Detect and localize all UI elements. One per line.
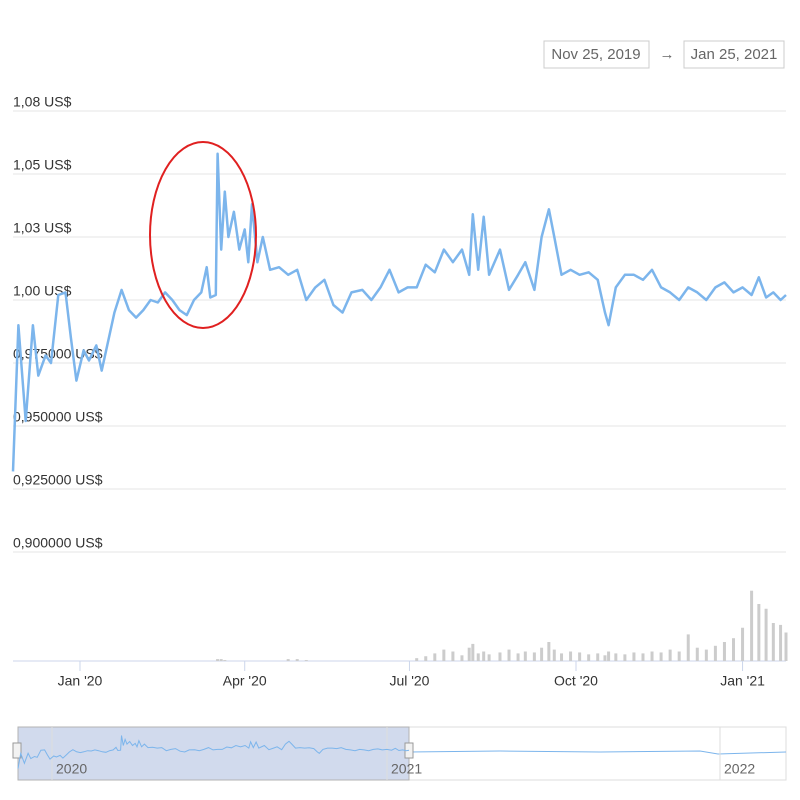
volume-bar [286,659,290,661]
y-tick-label: 1,08 US$ [13,94,72,110]
volume-bar [471,643,475,661]
volume-bar [295,659,299,661]
volume-bar [757,604,761,661]
volume-bar [596,653,600,661]
x-tick-label: Apr '20 [223,673,267,689]
x-tick-label: Jul '20 [389,673,429,689]
volume-bar [784,632,788,661]
volume-bar [578,652,582,661]
volume-bar [433,653,437,661]
volume-bar [764,608,768,661]
range-from-box[interactable] [543,40,650,69]
volume-bar [603,655,607,661]
x-tick-label: Oct '20 [554,673,598,689]
x-tick-label: Jan '21 [720,673,765,689]
volume-bar [547,642,551,661]
volume-bar [569,651,573,661]
volume-bar [771,623,775,661]
volume-bar [732,638,736,661]
volume-bar [415,658,419,661]
volume-bar [713,645,717,661]
volume-bar [516,653,520,661]
volume-bar [779,624,783,661]
volume-bar [695,647,699,661]
volume-bar [659,652,663,661]
volume-bar [750,590,754,661]
navigator-selection[interactable] [17,726,410,781]
y-tick-label: 1,03 US$ [13,220,72,236]
volume-bar [482,651,486,661]
volume-bar [223,660,227,661]
volume-bar [560,653,564,661]
navigator-line [17,735,410,769]
range-to-box[interactable] [683,40,785,69]
volume-bar [487,654,491,661]
y-tick-label: 0,950000 US$ [13,409,103,425]
y-tick-label: 0,925000 US$ [13,472,103,488]
volume-bar [467,647,471,661]
volume-bar [641,653,645,661]
navigator-line-extension [408,750,787,755]
volume-bar [686,634,690,661]
y-tick-label: 0,900000 US$ [13,535,103,551]
volume-bar [623,654,627,661]
volume-bar [532,652,536,661]
volume-bar [216,659,220,661]
volume-bar [442,649,446,661]
volume-bar [219,659,223,661]
volume-bar [587,654,591,661]
range-from[interactable]: Nov 25, 2019 [551,46,640,63]
y-tick-label: 1,05 US$ [13,157,72,173]
range-separator: → [660,46,675,63]
volume-bar [507,649,511,661]
annotation-circle [149,141,257,329]
volume-bar [650,651,654,661]
navigator-handle[interactable] [12,742,22,759]
y-tick-label: 1,00 US$ [13,283,72,299]
x-tick-label: Jan '20 [58,673,103,689]
volume-bar [424,656,428,661]
volume-bar [722,642,726,661]
volume-bar [668,649,672,661]
volume-bar [632,652,636,661]
volume-bar [614,653,618,661]
navigator-label: 2020 [56,761,87,777]
volume-bar [540,647,544,661]
volume-bar [476,653,480,661]
price-line [11,152,787,472]
volume-bar [552,649,556,661]
volume-bar [523,651,527,661]
volume-bar [460,655,464,661]
volume-bar [677,651,681,661]
plot-area: 0,900000 US$0,925000 US$0,950000 US$0,97… [11,94,788,689]
navigator-label: 2021 [391,761,422,777]
volume-bar [304,660,308,661]
volume-bar [607,651,611,661]
volume-bar [498,652,502,661]
navigator-label: 2022 [724,761,755,777]
volume-bar [704,649,708,661]
volume-bar [451,651,455,661]
range-to[interactable]: Jan 25, 2021 [691,46,778,63]
volume-bar [741,627,745,661]
